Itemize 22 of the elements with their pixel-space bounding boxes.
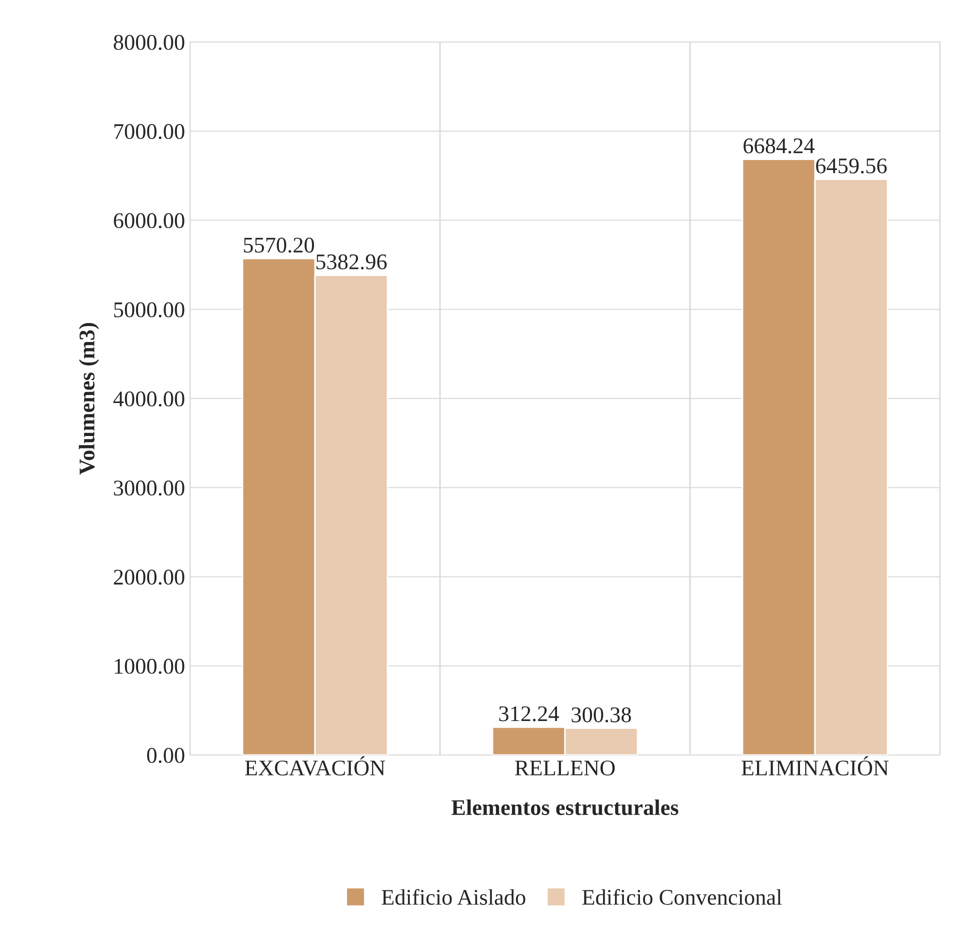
x-axis-title: Elementos estructurales (452, 799, 678, 816)
y-tick-label: 6000.00 (114, 213, 184, 228)
legend-label: Edificio Aislado (382, 888, 526, 905)
y-tick-label: 7000.00 (114, 124, 184, 140)
legend-label: Edificio Convencional (582, 888, 782, 905)
x-tick-label: ELIMINACIÓN (742, 756, 889, 776)
x-tick-label: EXCAVACIÓN (245, 756, 386, 776)
data-label: 6459.56 (816, 158, 887, 174)
y-tick-label: 0.00 (147, 748, 184, 764)
data-label: 5382.96 (316, 254, 387, 270)
y-tick-label: 3000.00 (114, 480, 184, 496)
y-tick-label: 4000.00 (113, 391, 184, 407)
y-tick-label: 2000.00 (114, 570, 184, 585)
y-tick-label: 5000.00 (114, 302, 184, 318)
data-label: 300.38 (572, 707, 631, 722)
data-label: 5570.20 (244, 238, 314, 253)
x-tick-label: RELLENO (515, 760, 615, 776)
y-tick-label: 1000.00 (114, 658, 184, 674)
data-label: 6684.24 (744, 138, 815, 154)
data-label: 312.24 (499, 706, 559, 722)
y-tick-label: 8000.00 (114, 34, 184, 50)
y-axis-title: Volumenes (m3) (78, 323, 100, 475)
